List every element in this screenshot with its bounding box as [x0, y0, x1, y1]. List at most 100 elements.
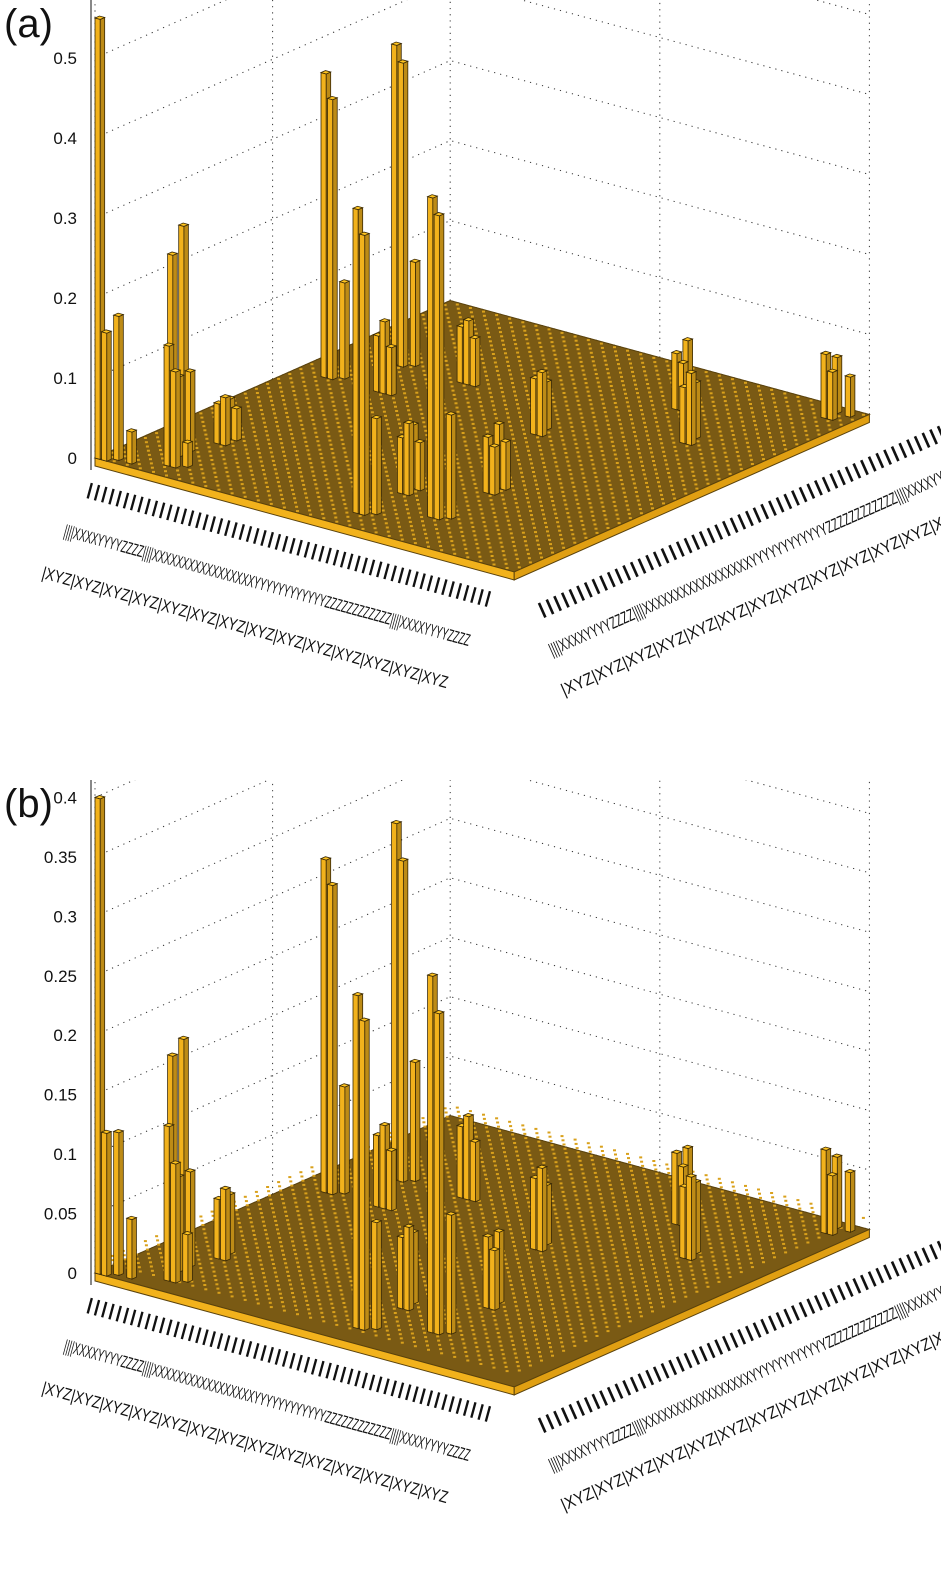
floor-cell: [230, 440, 234, 443]
bar-face: [836, 1154, 843, 1230]
floor-cell: [425, 1288, 429, 1291]
floor-cell: [565, 353, 569, 356]
floor-cell: [590, 407, 594, 410]
bar-face: [118, 313, 124, 462]
floor-cell: [288, 1279, 292, 1282]
floor-cell: [594, 476, 598, 479]
bar: [685, 369, 698, 447]
bar-face: [344, 1084, 350, 1195]
floor-cell: [290, 1236, 294, 1239]
floor-cell: [301, 1231, 305, 1234]
floor-cell: [201, 1224, 205, 1226]
floor-cell: [749, 458, 753, 461]
floor-cell: [341, 1246, 345, 1249]
floor-cell: [476, 495, 480, 498]
floor-cell: [306, 1252, 310, 1255]
floor-cell: [568, 365, 572, 368]
floor-cell: [718, 378, 722, 381]
floor-cell: [581, 1275, 585, 1278]
floor-cell: [800, 413, 804, 415]
floor-cell: [560, 486, 564, 489]
floor-cell: [738, 412, 742, 415]
floor-cell: [321, 512, 325, 515]
floor-cell: [804, 1233, 808, 1236]
floor-cell: [665, 1163, 669, 1166]
floor-cell: [548, 1135, 552, 1138]
floor-cell: [203, 1284, 207, 1286]
floor-cell: [514, 553, 518, 556]
floor-cell: [191, 481, 195, 484]
floor-cell: [261, 417, 265, 420]
floor-cell: [447, 1175, 451, 1178]
bar: [370, 1218, 383, 1331]
floor-cell: [392, 504, 396, 507]
floor-cell: [721, 443, 725, 446]
floor-cell: [583, 429, 587, 432]
floor-cell: [387, 1338, 391, 1341]
floor-cell: [551, 448, 555, 451]
floor-cell: [732, 1241, 736, 1244]
floor-cell: [539, 449, 543, 452]
floor-cell: [393, 401, 396, 404]
bar-top: [409, 1058, 422, 1064]
floor-cell: [564, 348, 568, 351]
floor-cell: [719, 1237, 723, 1240]
floor-cell: [664, 1262, 668, 1265]
floor-cell: [416, 499, 419, 501]
floor-cell: [513, 1300, 517, 1303]
floor-cell: [650, 1306, 653, 1309]
floor-cell: [304, 1295, 308, 1298]
floor-cell: [538, 341, 542, 344]
floor-cell: [798, 1207, 802, 1210]
bar-face: [419, 440, 426, 492]
floor-cell: [691, 470, 695, 473]
floor-cell: [406, 1208, 410, 1211]
floor-cell: [810, 403, 814, 406]
floor-cell: [632, 431, 636, 433]
floor-cell: [315, 435, 319, 438]
bar-face: [229, 1192, 236, 1255]
floor-cell: [460, 427, 464, 430]
floor-cell: [628, 1212, 631, 1215]
floor-cell: [278, 1236, 282, 1239]
floor-cell: [544, 521, 547, 524]
floor-cell: [273, 1215, 276, 1218]
bar-face: [832, 1173, 838, 1237]
floor-cell: [804, 429, 808, 432]
floor-cell: [656, 476, 659, 479]
floor-cell: [727, 1220, 731, 1223]
floor-cell: [336, 1225, 340, 1227]
floor-cell: [466, 1256, 470, 1259]
floor-cell: [513, 1142, 517, 1144]
floor-cell: [608, 483, 612, 486]
floor-cell: [637, 452, 641, 455]
floor-cell: [322, 1320, 326, 1323]
floor-cell: [580, 1323, 584, 1325]
floor-cell: [461, 1235, 465, 1238]
floor-cell: [590, 1313, 594, 1316]
floor-cell: [474, 1135, 478, 1138]
floor-cell: [465, 500, 469, 503]
floor-cell: [110, 1254, 114, 1257]
floor-cell: [620, 431, 624, 434]
floor-cell: [545, 1329, 548, 1332]
floor-cell: [445, 364, 449, 367]
floor-cell: [635, 1242, 638, 1245]
floor-cell: [463, 492, 467, 495]
floor-cell: [521, 480, 525, 483]
floor-cell: [509, 429, 513, 432]
floor-cell: [605, 1171, 609, 1174]
floor-cell: [777, 418, 781, 421]
floor-cell: [381, 1209, 385, 1212]
z-tick-label: 0.35: [44, 848, 77, 867]
floor-cell: [737, 1262, 741, 1265]
floor-cell: [672, 1244, 676, 1247]
floor-cell: [477, 551, 481, 554]
floor-cell: [347, 468, 351, 471]
bar: [469, 1138, 482, 1203]
bar-face: [372, 1133, 380, 1208]
floor-cell: [597, 437, 601, 440]
floor-cell: [289, 480, 292, 483]
floor-cell: [395, 410, 399, 412]
floor-cell: [423, 1125, 427, 1128]
